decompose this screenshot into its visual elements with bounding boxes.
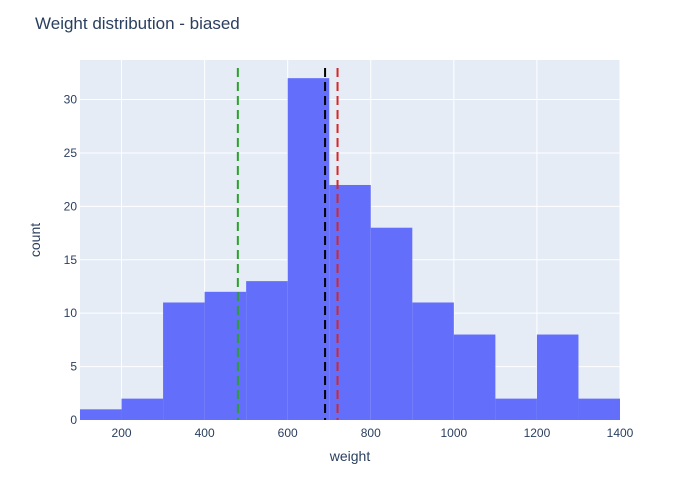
x-tick-label: 800 — [361, 426, 381, 440]
histogram-bar — [204, 291, 247, 420]
x-tick-label: 1000 — [440, 426, 467, 440]
x-tick-label: 600 — [278, 426, 298, 440]
y-axis-label: count — [27, 223, 43, 257]
y-tick-label: 25 — [64, 146, 78, 160]
y-tick-label: 20 — [64, 199, 78, 213]
histogram-bar — [370, 227, 413, 420]
y-axis-ticks: 0 5 10 15 20 25 30 — [64, 93, 78, 427]
x-tick-label: 200 — [112, 426, 132, 440]
histogram-bars — [80, 78, 620, 420]
histogram-bar — [412, 302, 454, 420]
histogram-bar — [287, 78, 330, 420]
chart-title: Weight distribution - biased — [35, 14, 240, 33]
x-tick-label: 1200 — [524, 426, 551, 440]
histogram-bar — [163, 302, 205, 420]
y-tick-label: 10 — [64, 306, 78, 320]
x-axis-ticks: 200 400 600 800 1000 1200 1400 — [112, 426, 634, 440]
histogram-bar — [495, 398, 537, 420]
histogram-bar — [578, 398, 620, 420]
histogram-bar — [453, 334, 496, 420]
histogram-bar — [246, 281, 288, 420]
histogram-bar — [121, 398, 164, 420]
x-tick-label: 1400 — [607, 426, 634, 440]
y-tick-label: 0 — [70, 413, 77, 427]
x-axis-label: weight — [329, 448, 371, 464]
histogram-bar — [80, 409, 122, 420]
reference-lines — [236, 68, 339, 420]
y-tick-label: 30 — [64, 93, 78, 107]
histogram-bar — [536, 334, 579, 420]
y-tick-label: 5 — [70, 360, 77, 374]
histogram-bar — [329, 184, 371, 420]
x-tick-label: 400 — [195, 426, 215, 440]
y-tick-label: 15 — [64, 253, 78, 267]
